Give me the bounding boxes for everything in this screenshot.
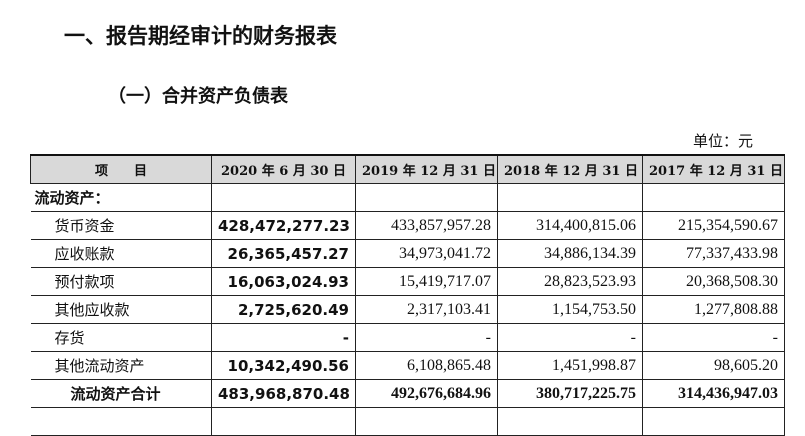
- unit-label: 单位：元: [692, 132, 753, 150]
- table-row: 预付款项 16,063,024.93 15,419,717.07 28,823,523…: [30, 267, 785, 296]
- value-cell: 2,317,103.41: [355, 295, 498, 324]
- section-row: 流动资产：: [30, 183, 785, 212]
- header-item: 项 目: [30, 154, 212, 184]
- value-cell: 34,973,041.72: [355, 239, 498, 268]
- value-cell: -: [642, 323, 785, 352]
- table-row: 存货 - - - -: [30, 323, 785, 352]
- value-cell: -: [355, 323, 498, 352]
- value-cell: 1,451,998.87: [497, 351, 643, 380]
- row-label: 货币资金: [30, 211, 212, 240]
- empty-cell: [497, 183, 643, 212]
- table-row: 其他应收款 2,725,620.49 2,317,103.41 1,154,753.5…: [30, 295, 785, 324]
- section-label: 流动资产：: [30, 183, 212, 212]
- empty-cell: [497, 407, 643, 436]
- value-cell: 492,676,684.96: [355, 379, 498, 408]
- value-cell: -: [497, 323, 643, 352]
- row-label: 其他应收款: [30, 295, 212, 324]
- value-cell: 15,419,717.07: [355, 267, 498, 296]
- header-row: 项 目 2020 年 6 月 30 日 2019 年 12 月 31 日 201…: [30, 154, 785, 184]
- subsection-title: （一）合并资产负债表: [108, 86, 288, 107]
- value-cell: -: [211, 323, 356, 352]
- empty-cell: [211, 407, 356, 436]
- value-cell: 10,342,490.56: [211, 351, 356, 380]
- empty-cell: [642, 183, 785, 212]
- value-cell: 98,605.20: [642, 351, 785, 380]
- empty-cell: [211, 183, 356, 212]
- header-2019: 2019 年 12 月 31 日: [355, 154, 498, 184]
- row-label: 流动资产合计: [30, 379, 212, 408]
- value-cell: 77,337,433.98: [642, 239, 785, 268]
- row-label: 存货: [30, 323, 212, 352]
- next-row-partial: [30, 407, 785, 436]
- empty-cell: [355, 407, 498, 436]
- value-cell: 28,823,523.93: [497, 267, 643, 296]
- table-row: 应收账款 26,365,457.27 34,973,041.72 34,886,134…: [30, 239, 785, 268]
- value-cell: 433,857,957.28: [355, 211, 498, 240]
- value-cell: 2,725,620.49: [211, 295, 356, 324]
- table-row: 其他流动资产 10,342,490.56 6,108,865.48 1,451,998…: [30, 351, 785, 380]
- value-cell: 26,365,457.27: [211, 239, 356, 268]
- value-cell: 314,400,815.06: [497, 211, 643, 240]
- value-cell: 428,472,277.23: [211, 211, 356, 240]
- header-2018: 2018 年 12 月 31 日: [497, 154, 643, 184]
- value-cell: 16,063,024.93: [211, 267, 356, 296]
- value-cell: 6,108,865.48: [355, 351, 498, 380]
- header-2017: 2017 年 12 月 31 日: [642, 154, 785, 184]
- header-2020: 2020 年 6 月 30 日: [211, 154, 356, 184]
- table-row: 货币资金 428,472,277.23 433,857,957.28 314,400,…: [30, 211, 785, 240]
- total-row: 流动资产合计 483,968,870.48 492,676,684.96 380,71…: [30, 379, 785, 408]
- value-cell: 380,717,225.75: [497, 379, 643, 408]
- value-cell: 1,154,753.50: [497, 295, 643, 324]
- value-cell: 1,277,808.88: [642, 295, 785, 324]
- empty-cell: [355, 183, 498, 212]
- value-cell: 20,368,508.30: [642, 267, 785, 296]
- value-cell: 34,886,134.39: [497, 239, 643, 268]
- empty-cell: [30, 407, 212, 436]
- row-label: 其他流动资产: [30, 351, 212, 380]
- row-label: 应收账款: [30, 239, 212, 268]
- value-cell: 483,968,870.48: [211, 379, 356, 408]
- empty-cell: [642, 407, 785, 436]
- value-cell: 215,354,590.67: [642, 211, 785, 240]
- balance-sheet-table: 项 目 2020 年 6 月 30 日 2019 年 12 月 31 日 201…: [30, 154, 785, 436]
- value-cell: 314,436,947.03: [642, 379, 785, 408]
- row-label: 预付款项: [30, 267, 212, 296]
- section-title: 一、报告期经审计的财务报表: [64, 24, 337, 48]
